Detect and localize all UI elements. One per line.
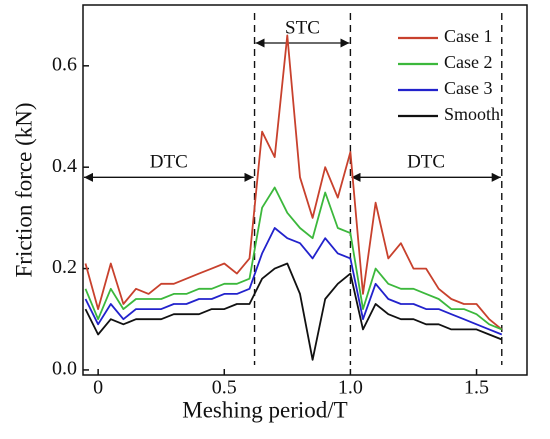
y-tick-label: 0.6 <box>52 53 77 75</box>
series-line <box>84 262 503 361</box>
x-tick-label: 1.0 <box>338 377 363 399</box>
y-axis-label: Friction force (kN) <box>11 103 36 278</box>
region-label: DTC <box>407 152 445 173</box>
legend-label: Case 3 <box>444 78 493 98</box>
legend-label: Case 2 <box>444 52 493 72</box>
plot-frame <box>82 4 528 376</box>
y-tick-label: 0.4 <box>52 155 77 177</box>
series-line <box>84 34 503 331</box>
y-tick-label: 0.2 <box>52 256 77 278</box>
x-tick-label: 0.5 <box>212 377 237 399</box>
x-tick-label: 1.5 <box>464 377 489 399</box>
region-label: DTC <box>150 152 188 173</box>
x-tick-label: 0 <box>93 377 103 399</box>
legend-label: Case 1 <box>444 26 493 46</box>
series-line <box>84 186 503 331</box>
series-line <box>84 227 503 336</box>
legend-label: Smooth <box>444 104 500 124</box>
x-axis-label: Meshing period/T <box>182 397 347 422</box>
y-tick-label: 0.0 <box>52 358 77 380</box>
region-label: STC <box>285 17 320 38</box>
